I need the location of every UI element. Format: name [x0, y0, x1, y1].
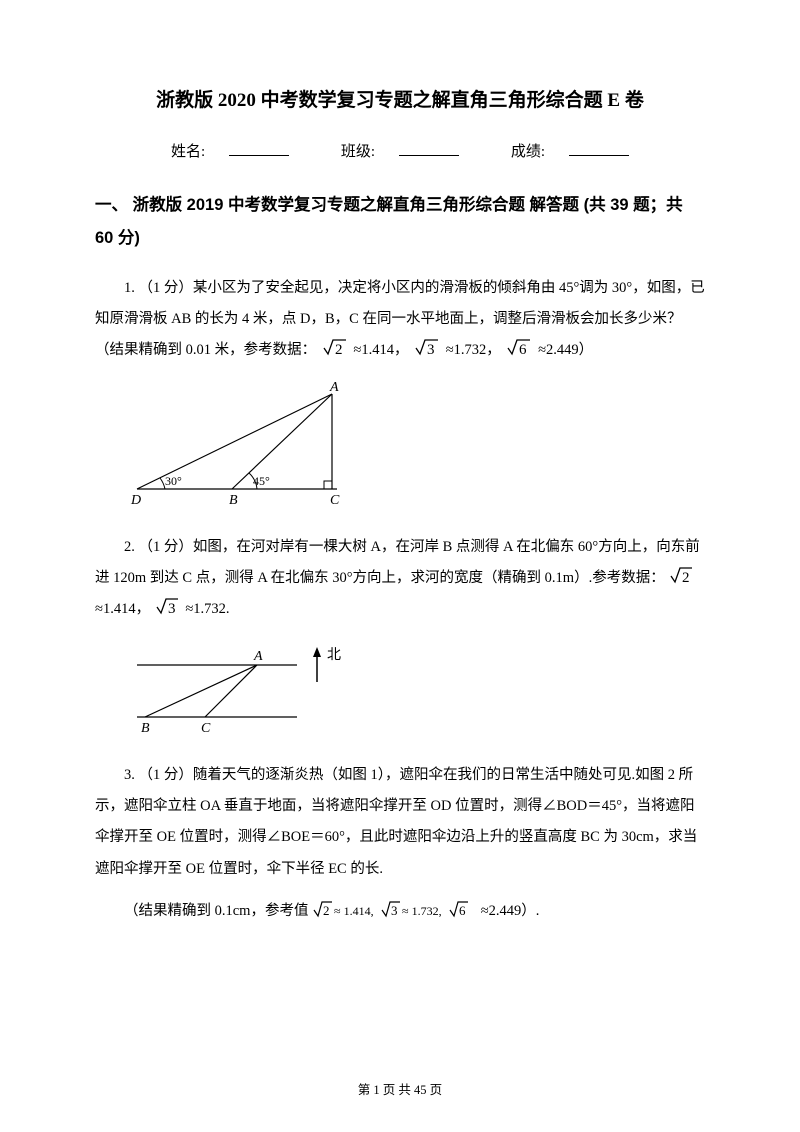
- q1-s2: ≈1.414，: [353, 342, 412, 358]
- q2-text: 2. （1 分）如图，在河对岸有一棵大树 A，在河岸 B 点测得 A 在北偏东 …: [95, 539, 700, 586]
- label-a: A: [329, 380, 339, 395]
- question-3-sub: （结果精确到 0.1cm，参考值 2 ≈ 1.414, 3 ≈ 1.732, 6…: [95, 897, 705, 926]
- sqrt3-icon: 3: [412, 336, 442, 358]
- svg-text:≈ 1.732,: ≈ 1.732,: [402, 904, 442, 918]
- q2-s2: ≈1.414，: [95, 601, 154, 617]
- question-3: 3. （1 分）随着天气的逐渐炎热（如图 1），遮阳伞在我们的日常生活中随处可见…: [95, 760, 705, 885]
- angle-45: 45°: [253, 474, 270, 488]
- score-label: 成绩:: [511, 144, 545, 160]
- q2-s3: ≈1.732.: [185, 601, 229, 617]
- page-footer: 第 1 页 共 45 页: [0, 1079, 800, 1098]
- q3-tail: ≈2.449）.: [481, 903, 540, 919]
- svg-text:6: 6: [459, 903, 466, 918]
- svg-text:3: 3: [391, 903, 398, 918]
- q2-label-a: A: [253, 649, 263, 664]
- label-b: B: [229, 493, 238, 508]
- svg-text:2: 2: [323, 903, 330, 918]
- name-blank: [229, 142, 289, 156]
- section-header: 一、 浙教版 2019 中考数学复习专题之解直角三角形综合题 解答题 (共 39…: [95, 189, 705, 255]
- sqrt3-icon: 3: [154, 595, 182, 617]
- question-1: 1. （1 分）某小区为了安全起见，决定将小区内的滑滑板的倾斜角由 45°调为 …: [95, 273, 705, 367]
- class-label: 班级:: [341, 144, 375, 160]
- q3-sub-text: （结果精确到 0.1cm，参考值: [124, 903, 312, 919]
- score-blank: [569, 142, 629, 156]
- sqrt6-icon: 6: [504, 336, 534, 358]
- label-d: D: [130, 493, 141, 508]
- name-label: 姓名:: [171, 144, 205, 160]
- q2-label-b: B: [141, 721, 150, 736]
- info-row: 姓名: 班级: 成绩:: [95, 140, 705, 161]
- question-2: 2. （1 分）如图，在河对岸有一棵大树 A，在河岸 B 点测得 A 在北偏东 …: [95, 532, 705, 626]
- svg-text:3: 3: [168, 601, 176, 617]
- q1-s3: ≈1.732，: [446, 342, 505, 358]
- svg-text:≈ 1.414,: ≈ 1.414,: [334, 904, 374, 918]
- svg-text:2: 2: [682, 570, 690, 586]
- q2-north: 北: [327, 647, 341, 663]
- angle-30: 30°: [165, 474, 182, 488]
- q1-diagram: A B C D 30° 45°: [127, 379, 705, 514]
- sqrt2-icon: 2: [320, 336, 350, 358]
- sqrt2-icon: 2: [668, 564, 696, 586]
- q2-diagram: A B C 北: [127, 637, 705, 742]
- page-title: 浙教版 2020 中考数学复习专题之解直角三角形综合题 E 卷: [95, 85, 705, 112]
- svg-text:3: 3: [427, 342, 435, 358]
- svg-text:6: 6: [519, 342, 527, 358]
- label-c: C: [330, 493, 340, 508]
- q1-s6: ≈2.449）: [538, 342, 593, 358]
- class-blank: [399, 142, 459, 156]
- sqrt-combo-icon: 2 ≈ 1.414, 3 ≈ 1.732, 6: [312, 898, 477, 920]
- svg-text:2: 2: [335, 342, 343, 358]
- q2-label-c: C: [201, 721, 211, 736]
